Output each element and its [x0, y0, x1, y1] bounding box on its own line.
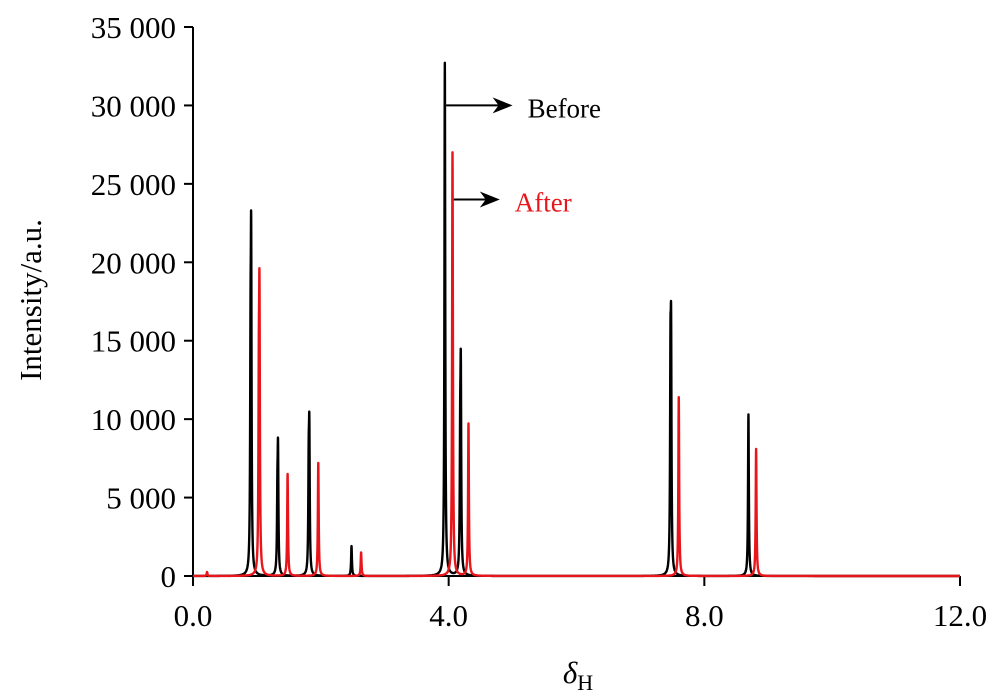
series-line-after	[192, 151, 961, 578]
peak-point	[444, 63, 445, 64]
annotation-label: After	[515, 188, 572, 218]
x-axis-title-subscript: H	[577, 670, 593, 695]
y-tick-label: 10 000	[91, 402, 176, 437]
peak-point	[308, 483, 309, 484]
series-after	[192, 151, 961, 578]
peak-point	[748, 414, 749, 415]
x-axis-title-symbol: δ	[563, 655, 578, 690]
annotation-before: Before	[446, 93, 601, 123]
peak-point	[670, 395, 671, 396]
y-axis-title: Intensity/a.u.	[13, 219, 48, 381]
x-tick-label: 12.0	[933, 598, 987, 633]
peak-point	[678, 397, 679, 398]
peak-point	[258, 419, 259, 420]
y-tick-label: 0	[161, 559, 177, 594]
peak-point	[468, 423, 469, 424]
y-tick-label: 30 000	[91, 88, 176, 123]
y-tick-label: 15 000	[91, 324, 176, 359]
y-tick-label: 35 000	[91, 10, 176, 45]
peak-point	[278, 461, 279, 462]
peak-point	[309, 447, 310, 448]
peak-point	[277, 513, 278, 514]
peak-point	[318, 463, 319, 464]
y-tick-label: 25 000	[91, 167, 176, 202]
x-tick-label: 8.0	[685, 598, 724, 633]
peak-point	[351, 546, 352, 547]
peak-point	[361, 552, 362, 553]
annotation-arrowhead	[479, 191, 500, 208]
peak-point	[250, 398, 251, 399]
series-before	[192, 61, 961, 578]
peak-point	[756, 448, 757, 449]
peak-point	[259, 328, 260, 329]
x-axis-title: δH	[563, 655, 593, 695]
peak-point	[251, 277, 252, 278]
series-line-before	[192, 61, 961, 578]
peak-point	[452, 152, 453, 153]
peak-point	[460, 466, 461, 467]
x-tick-label: 4.0	[429, 598, 468, 633]
y-axis: 0 5 000 10 000 15 000 20 000 25 000 30 000 35 0…	[91, 10, 194, 594]
annotation-layer: Before After	[446, 93, 601, 218]
annotation-after: After	[453, 188, 572, 218]
peak-point	[671, 372, 672, 373]
x-tick-label: 0.0	[174, 598, 213, 633]
y-tick-label: 5 000	[106, 481, 176, 516]
peak-point	[207, 572, 208, 573]
y-tick-label: 20 000	[91, 245, 176, 280]
peak-point	[460, 390, 461, 391]
peak-point	[287, 474, 288, 475]
annotation-label: Before	[528, 93, 601, 123]
x-axis: 0.0 4.0 8.0 12.0	[174, 575, 987, 633]
series-layer	[192, 61, 961, 578]
annotation-arrowhead	[492, 97, 513, 114]
